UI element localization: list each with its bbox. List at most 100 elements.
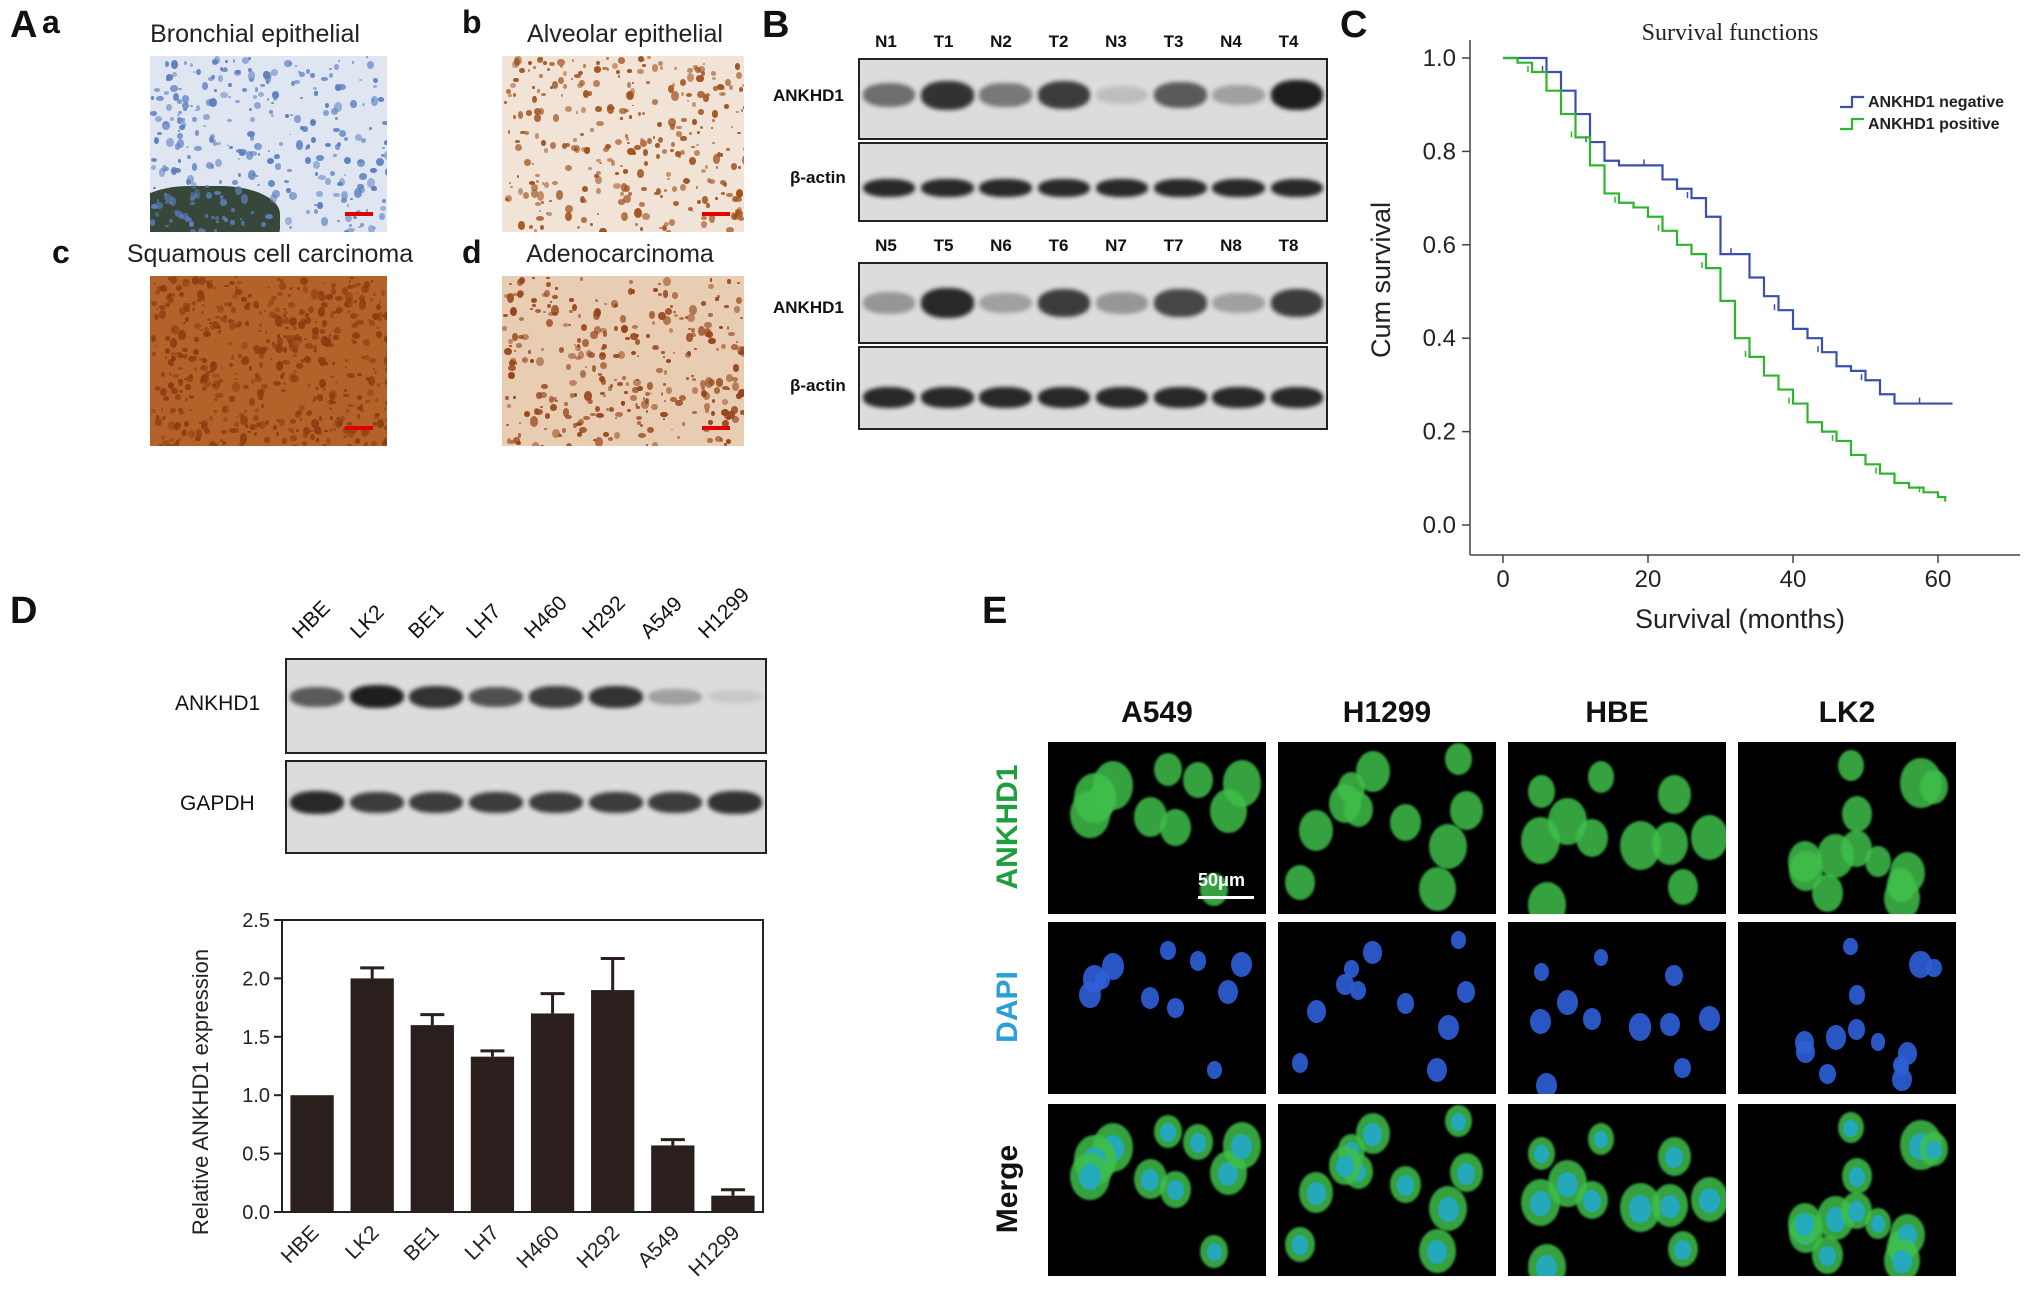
tissue-cell [539,210,542,212]
tissue-cell [528,69,531,72]
tissue-cell [284,311,288,315]
tissue-cell [705,376,713,388]
tissue-cell [195,429,203,438]
y-tick-label: 0.2 [1423,419,1456,446]
tissue-cell [253,300,259,308]
tissue-cell [614,417,618,420]
tissue-cell [518,111,524,119]
tissue-cell [385,365,387,375]
tissue-cell [366,56,369,58]
tissue-cell [547,67,551,72]
tissue-cell [314,91,318,96]
tissue-cell [700,221,708,229]
tissue-cell [715,436,722,442]
tissue-cell [240,341,248,349]
tissue-cell [513,292,517,296]
tissue-cell [169,292,172,295]
tissue-cell [206,192,213,199]
blot-band [1095,387,1149,408]
y-tick-label: 0.5 [242,1144,270,1166]
tissue-cell [258,355,264,360]
tissue-cell [514,349,517,352]
nucleus-stain [1231,1133,1253,1160]
tissue-cell [512,92,516,97]
tissue-cell [686,67,694,74]
tissue-cell [606,68,610,72]
tissue-cell [279,141,283,146]
tissue-cell [634,339,640,345]
tissue-cell [352,404,355,407]
tissue-cell [341,191,349,201]
tissue-cell [708,313,713,317]
tissue-cell [313,396,318,402]
tissue-cell [194,109,197,112]
tissue-cell [626,382,630,386]
tissue-cell [738,210,744,218]
tissue-cell [692,377,696,381]
tissue-cell [619,315,627,323]
tissue-cell [707,420,714,426]
tissue-cell [336,181,343,186]
tissue-cell [599,162,602,165]
tissue-cell [344,302,349,308]
tissue-cell [605,407,610,411]
tissue-cell [358,187,365,193]
tissue-cell [279,279,283,283]
tissue-cell [250,426,254,431]
tissue-cell [222,215,226,220]
tissue-cell [643,396,646,400]
lane-label-t5: T5 [933,236,954,255]
tissue-cell [155,385,161,392]
tissue-cell [218,378,223,384]
tissue-cell [695,186,699,189]
tissue-cell [613,378,617,382]
if-image-a549-ankhd1: 50μm [1048,742,1266,914]
tissue-cell [546,276,550,280]
tissue-cell [666,171,672,178]
tissue-cell [580,195,586,203]
tissue-cell [294,80,300,84]
tissue-cell [610,159,616,166]
tissue-cell [544,413,551,420]
tissue-cell [578,351,584,359]
blot2-target-label: ANKHD1 [773,298,844,317]
tissue-cell [331,282,336,288]
scale-bar [345,426,373,430]
tissue-cell [177,158,181,163]
tissue-cell [671,90,679,101]
nucleus-stain [1166,1180,1184,1201]
tissue-cell [347,404,353,408]
tissue-cell [523,159,531,167]
nucleus-stain [1891,1249,1912,1274]
adenocarcinoma-micrograph [502,276,744,446]
tissue-cell [582,416,590,421]
nucleus-stain [1534,1145,1549,1164]
tissue-cell [644,160,648,166]
tissue-cell [641,111,646,116]
tissue-cell [215,315,220,320]
tissue-cell [317,201,323,209]
tissue-cell [299,418,303,421]
tissue-cell [722,419,729,428]
tissue-cell [195,69,201,76]
tissue-cell [703,403,710,410]
tissue-cell [534,133,539,139]
if-row-label-ankhd1: ANKHD1 [991,764,1024,890]
tissue-cell [257,389,265,394]
tissue-cell [332,400,337,404]
tissue-cell [259,83,265,87]
tissue-cell [178,437,181,442]
tissue-cell [214,215,219,222]
tissue-cell [626,408,632,412]
tissue-cell [325,343,330,347]
tissue-cell [233,428,239,433]
tissue-cell [288,133,291,136]
tissue-cell [384,377,387,386]
tissue-cell [243,384,249,389]
tissue-cell [574,73,582,79]
tissue-cell [330,288,337,295]
tissue-cell [291,430,295,433]
tissue-cell [215,220,219,223]
panel-d-target-label: ANKHD1 [175,692,261,715]
tissue-cell [658,137,664,144]
